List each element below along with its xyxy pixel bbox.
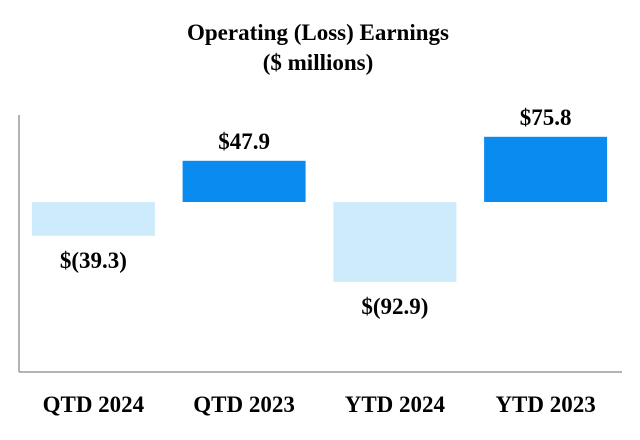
chart-subtitle: ($ millions) (263, 50, 374, 75)
data-label-ytd-2024: $(92.9) (361, 294, 428, 319)
bar-qtd-2024 (31, 202, 155, 236)
data-label-qtd-2023: $47.9 (218, 129, 270, 154)
category-label-qtd-2023: QTD 2023 (193, 392, 295, 417)
bar-ytd-2024 (333, 202, 457, 282)
bar-qtd-2023 (182, 160, 306, 202)
data-label-ytd-2023: $75.8 (520, 105, 572, 130)
category-label-ytd-2023: YTD 2023 (495, 392, 595, 417)
data-label-qtd-2024: $(39.3) (60, 248, 127, 273)
bar-ytd-2023 (484, 136, 608, 202)
category-label-qtd-2024: QTD 2024 (43, 392, 145, 417)
category-label-ytd-2024: YTD 2024 (345, 392, 446, 417)
chart-title: Operating (Loss) Earnings (187, 20, 449, 45)
